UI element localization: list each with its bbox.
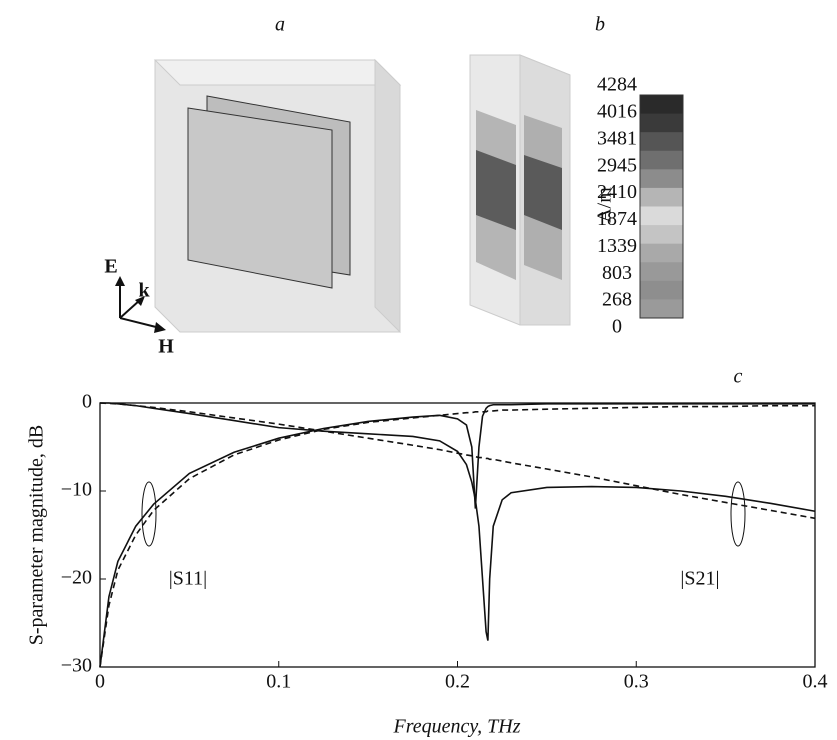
colorbar-unit: A/m: [594, 187, 616, 223]
series-line: [100, 406, 815, 667]
annotation-ellipse: [731, 482, 745, 546]
x-tick-label: 0.1: [266, 671, 291, 693]
colorbar-band: [640, 151, 683, 170]
y-tick-label: −20: [61, 567, 92, 589]
colorbar-tick-label: 4284: [597, 74, 637, 96]
colorbar-band: [640, 262, 683, 281]
colorbar-band: [640, 169, 683, 188]
annotation-ellipse: [142, 482, 156, 546]
x-tick-label: 0.3: [624, 671, 649, 693]
annotation: |S21|: [680, 568, 719, 590]
panel-label: a: [275, 14, 285, 36]
panel-a-model: [115, 60, 400, 333]
panel-label: c: [734, 366, 743, 388]
axis-letter: k: [138, 280, 150, 302]
series-line: [100, 403, 815, 518]
series-line: [100, 403, 815, 641]
y-tick-label: 0: [82, 391, 92, 413]
colorbar-tick-label: 0: [612, 316, 622, 338]
plot-frame: [100, 403, 815, 667]
x-tick-label: 0.4: [803, 671, 828, 693]
figure: a E k H b 428440163481294524101874133980…: [0, 0, 837, 740]
colorbar-band: [640, 188, 683, 207]
colorbar-band: [640, 132, 683, 151]
x-axis-label: Frequency, THz: [392, 716, 520, 738]
colorbar-band: [640, 281, 683, 300]
panel-label: b: [595, 14, 605, 36]
colorbar-tick-label: 803: [602, 262, 632, 284]
colorbar-band: [640, 244, 683, 263]
y-tick-label: −10: [61, 479, 92, 501]
panel-b-model: [470, 55, 570, 325]
series-line: [100, 404, 815, 667]
colorbar-band: [640, 207, 683, 226]
colorbar-tick-label: 4016: [597, 100, 637, 122]
colorbar-tick-label: 268: [602, 289, 632, 311]
y-tick-label: −30: [61, 655, 92, 677]
colorbar-tick-label: 2945: [597, 154, 637, 176]
y-axis-label: S-parameter magnitude, dB: [26, 425, 48, 646]
colorbar-band: [640, 114, 683, 133]
annotation: |S11|: [169, 568, 207, 590]
colorbar-band: [640, 225, 683, 244]
axis-letter: H: [158, 336, 174, 358]
colorbar-band: [640, 95, 683, 114]
axis-letter: E: [104, 256, 117, 278]
x-tick-label: 0: [95, 671, 105, 693]
x-tick-label: 0.2: [445, 671, 470, 693]
colorbar-tick-label: 3481: [597, 127, 637, 149]
colorbar-band: [640, 299, 683, 318]
colorbar-tick-label: 1339: [597, 235, 637, 257]
